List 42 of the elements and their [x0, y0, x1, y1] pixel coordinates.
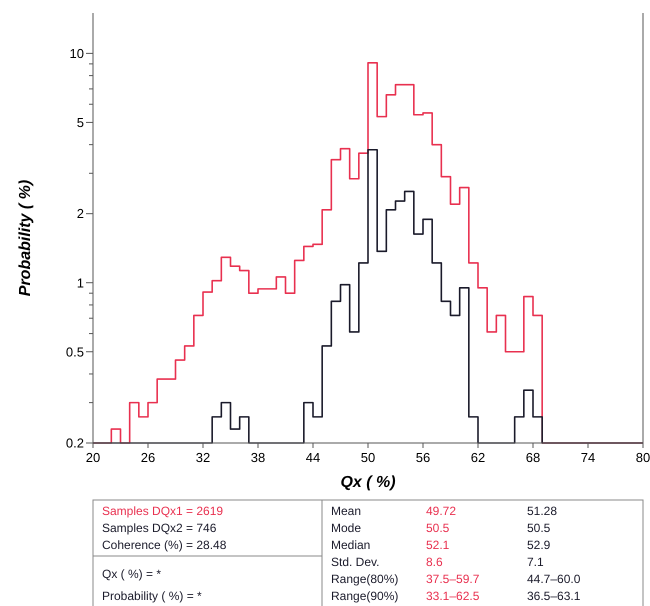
x-tick-label: 74: [580, 450, 596, 465]
y-tick-label: 0.2: [66, 436, 84, 451]
x-axis-title: Qx ( %): [340, 474, 396, 491]
y-tick-label: 0.5: [66, 344, 84, 360]
x-tick-label: 26: [140, 450, 156, 465]
text: Qx ( %) = *: [102, 567, 162, 581]
x-tick-label: 50: [360, 450, 376, 465]
x-tick-label: 80: [636, 450, 650, 465]
text: 50.5: [426, 521, 450, 535]
text: Std. Dev.: [331, 555, 380, 569]
x-tick-label: 38: [250, 450, 266, 465]
text: Samples DQx1 = 2619: [102, 504, 224, 518]
text: 51.28: [527, 504, 558, 518]
x-tick-label: 32: [196, 450, 210, 465]
text: Probability ( %) = *: [102, 589, 202, 603]
y-tick-label: 5: [76, 114, 84, 130]
text: Median: [331, 538, 370, 552]
text: 36.5–63.1: [527, 589, 581, 603]
text: 37.5–59.7: [426, 572, 480, 586]
text: 52.1: [426, 538, 450, 552]
text: 49.72: [426, 504, 456, 518]
text: 7.1: [527, 555, 544, 569]
text: 44.7–60.0: [527, 572, 581, 586]
x-tick-label: 62: [470, 450, 486, 465]
text: 33.1–62.5: [426, 589, 480, 603]
text: Range(90%): [331, 589, 398, 603]
x-tick-label: 68: [526, 450, 540, 465]
text: Samples DQx2 = 746: [102, 521, 217, 535]
text: Range(80%): [331, 572, 398, 586]
text: 52.9: [527, 538, 551, 552]
x-tick-label: 20: [86, 450, 100, 465]
text: Mean: [331, 504, 362, 518]
x-tick-label: 44: [306, 450, 320, 465]
x-tick-label: 56: [416, 450, 430, 465]
y-tick-label: 1: [76, 275, 84, 290]
y-tick-label: 2: [76, 206, 84, 222]
text: 50.5: [527, 521, 551, 535]
y-axis-title: Probability ( %): [17, 180, 34, 296]
text: Mode: [331, 521, 362, 535]
text: Coherence (%) = 28.48: [102, 538, 227, 552]
y-tick-label: 10: [70, 46, 84, 61]
text: 8.6: [426, 555, 444, 569]
